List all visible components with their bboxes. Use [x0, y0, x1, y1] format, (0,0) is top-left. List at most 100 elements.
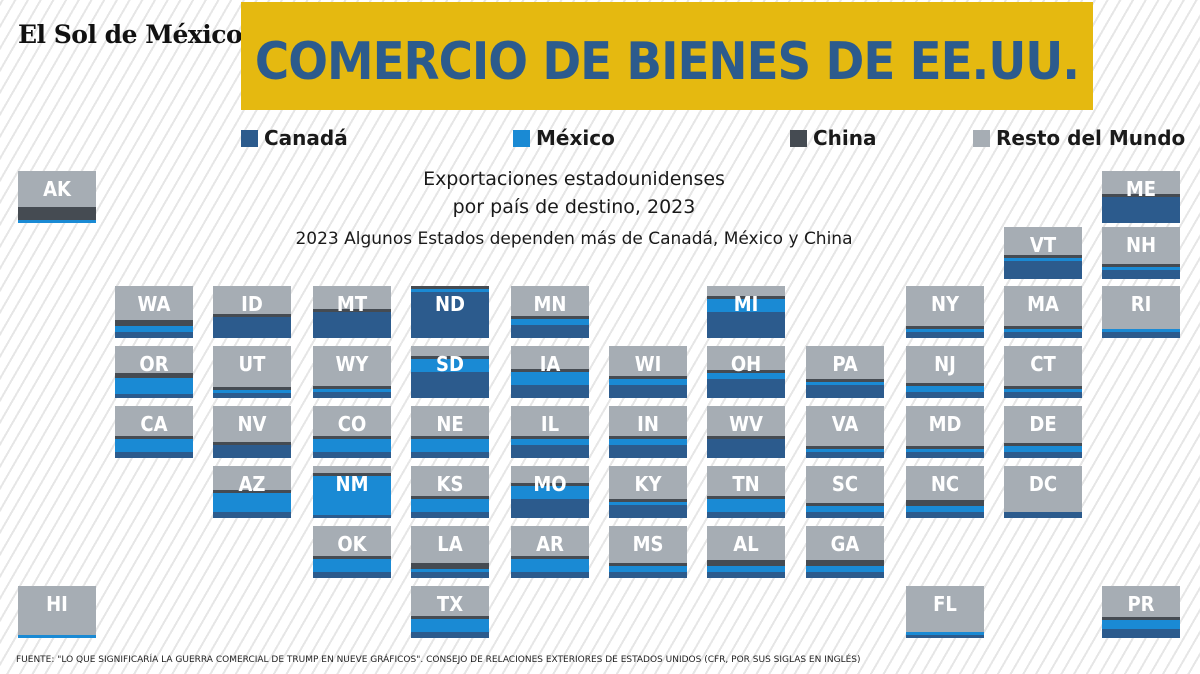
bar-pa-china: [806, 379, 884, 382]
bar-ms-mexico: [609, 566, 687, 572]
state-tile-ar: AR: [511, 526, 589, 578]
bar-wy-canada: [313, 392, 391, 398]
state-label: NV: [237, 412, 267, 436]
state-label: AK: [43, 177, 71, 201]
bar-ga-mexico: [806, 566, 884, 572]
state-tile-nc: NC: [906, 466, 984, 518]
bar-ar-mexico: [511, 559, 589, 572]
bar-wa-canada: [115, 332, 193, 338]
bar-nj-mexico: [906, 386, 984, 392]
state-label: VA: [831, 412, 859, 436]
state-label: PA: [832, 352, 858, 376]
bar-wi-canada: [609, 385, 687, 398]
state-tile-nh: NH: [1102, 227, 1180, 279]
state-tile-mt: MT: [313, 286, 391, 338]
state-label: VT: [1029, 233, 1057, 257]
bar-ut-canada: [213, 393, 291, 398]
source-note: FUENTE: "LO QUE SIGNIFICARÍA LA GUERRA C…: [16, 655, 861, 665]
bar-mo-mexico: [511, 486, 589, 499]
state-label: FL: [933, 592, 957, 616]
bar-ar-china: [511, 556, 589, 559]
legend-item-canada: Canadá: [241, 126, 348, 150]
state-tile-wi: WI: [609, 346, 687, 398]
bar-ct-mexico: [1004, 389, 1082, 392]
state-tile-ky: KY: [609, 466, 687, 518]
state-label: CT: [1030, 352, 1056, 376]
bar-ne-china: [411, 436, 489, 439]
bar-wv-china: [707, 436, 785, 439]
bar-ms-china: [609, 563, 687, 566]
state-label: IA: [539, 352, 561, 376]
state-tile-fl: FL: [906, 586, 984, 638]
bar-ca-mexico: [115, 439, 193, 452]
state-tile-pa: PA: [806, 346, 884, 398]
bar-nm-china: [313, 473, 391, 476]
bar-co-china: [313, 436, 391, 439]
bar-ok-canada: [313, 572, 391, 578]
bar-ky-china: [609, 499, 687, 502]
bar-ky-mexico: [609, 502, 687, 505]
bar-al-china: [707, 560, 785, 566]
bar-dc-canada: [1004, 512, 1082, 518]
bar-il-mexico: [511, 439, 589, 445]
state-label: MS: [632, 532, 664, 556]
bar-nd-china: [411, 286, 489, 289]
bar-va-china: [806, 446, 884, 449]
bar-fl-canada: [906, 635, 984, 638]
bar-tx-mexico: [411, 619, 489, 632]
bar-id-china: [213, 314, 291, 317]
state-tile-ny: NY: [906, 286, 984, 338]
state-label: MT: [336, 292, 368, 316]
state-tile-de: DE: [1004, 406, 1082, 458]
state-label: AZ: [238, 472, 266, 496]
state-tile-nd: ND: [411, 286, 489, 338]
state-tile-nj: NJ: [906, 346, 984, 398]
state-label: RI: [1130, 292, 1152, 316]
bar-ak-mexico: [18, 220, 96, 223]
bar-or-canada: [115, 394, 193, 398]
bar-ny-china: [906, 326, 984, 329]
bar-nd-canada: [411, 292, 489, 338]
bar-al-mexico: [707, 566, 785, 572]
bar-wv-canada: [707, 439, 785, 458]
state-tile-vt: VT: [1004, 227, 1082, 279]
state-tile-tx: TX: [411, 586, 489, 638]
title-banner: COMERCIO DE BIENES DE EE.UU.: [241, 2, 1093, 110]
state-tile-sc: SC: [806, 466, 884, 518]
legend-swatch-china: [790, 129, 807, 147]
bar-mt-canada: [313, 312, 391, 338]
legend-label-mexico: México: [536, 126, 615, 150]
state-tile-wv: WV: [707, 406, 785, 458]
bar-ga-canada: [806, 572, 884, 578]
state-label: CA: [140, 412, 168, 436]
state-tile-ut: UT: [213, 346, 291, 398]
bar-nc-canada: [906, 512, 984, 518]
state-tile-pr: PR: [1102, 586, 1180, 638]
bar-va-canada: [806, 452, 884, 458]
bar-ma-china: [1004, 326, 1082, 329]
bar-la-mexico: [411, 569, 489, 572]
bar-nm-mexico: [313, 476, 391, 515]
state-label: OR: [139, 352, 169, 376]
bar-nv-canada: [213, 445, 291, 458]
bar-nh-canada: [1102, 270, 1180, 279]
bar-nc-mexico: [906, 506, 984, 512]
bar-fl-mexico: [906, 632, 984, 635]
state-label: NY: [930, 292, 960, 316]
state-label: KY: [634, 472, 662, 496]
legend-item-rest: Resto del Mundo: [973, 126, 1186, 150]
state-label: ND: [435, 292, 465, 316]
bar-mt-china: [313, 309, 391, 312]
bar-ct-canada: [1004, 392, 1082, 398]
state-label: CO: [337, 412, 367, 436]
state-label: OH: [730, 352, 762, 376]
bar-pr-mexico: [1102, 620, 1180, 629]
state-tile-dc: DC: [1004, 466, 1082, 518]
bar-co-canada: [313, 452, 391, 458]
bar-ks-canada: [411, 512, 489, 518]
bar-az-mexico: [213, 493, 291, 512]
bar-wa-china: [115, 320, 193, 326]
state-tile-nv: NV: [213, 406, 291, 458]
legend-label-rest: Resto del Mundo: [996, 126, 1186, 150]
bar-ia-china: [511, 369, 589, 372]
